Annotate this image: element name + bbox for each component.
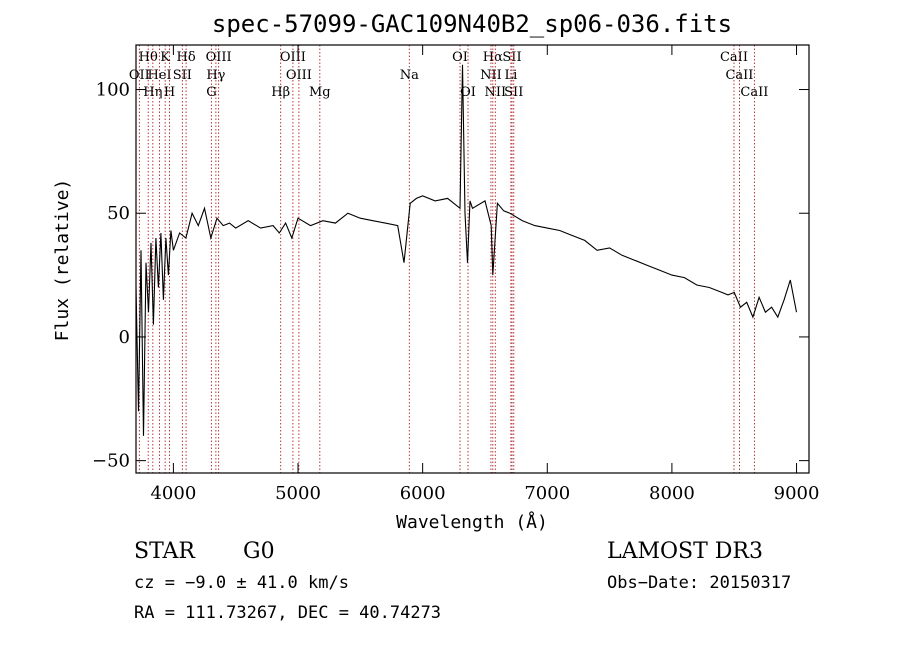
survey-name: LAMOST DR3 [607,539,763,564]
line-label-25: CaII [725,68,753,83]
object-class: STAR [134,539,195,564]
chart-title: spec-57099-GAC109N40B2_sp06-036.fits [212,10,732,38]
line-label-21: Li [504,68,517,83]
line-label-26: CaII [740,85,768,100]
x-tick-label-5: 9000 [774,483,820,504]
line-label-2: Hη [143,85,162,100]
spectrum-series-line [135,64,798,436]
x-axis-ticks: 4000 5000 6000 7000 8000 9000 [150,45,819,504]
line-label-23: SII [504,85,523,100]
y-axis-label: Flux (relative) [52,179,73,342]
line-label-4: HeI [147,68,171,83]
x-tick-label-4: 8000 [649,483,695,504]
x-tick-label-0: 4000 [150,483,196,504]
x-axis-label: Wavelength (Å) [396,511,548,533]
line-label-20: NII [480,68,502,83]
line-label-11: OIII [280,50,306,65]
line-label-7: SII [173,68,192,83]
line-label-16: OI [452,50,468,65]
line-label-17: OI [460,85,476,100]
object-subclass: G0 [243,539,275,564]
line-label-5: H [164,85,175,100]
y-tick-label-3: 100 [96,80,130,101]
line-label-3: K [160,50,170,65]
line-label-13: Hβ [271,85,290,100]
y-tick-label-0: −50 [92,451,130,472]
line-label-0: Hθ [139,50,158,65]
line-label-15: Na [400,68,419,83]
line-label-18: Hα [483,50,503,65]
observation-date: Obs−Date: 20150317 [607,573,792,593]
line-label-8: OIII [206,50,232,65]
line-label-10: G [206,85,216,100]
line-label-9: Hγ [206,68,225,83]
spectral-line-markers: Hθ OII Hη K HeI H Hδ SII OIII Hγ G OIII OIII Hβ Mg Na OI… [129,45,768,473]
sky-coordinates: RA = 111.73267, DEC = 40.74273 [134,603,442,623]
x-tick-label-1: 5000 [275,483,321,504]
line-label-12: OIII [286,68,312,83]
line-label-19: SII [502,50,521,65]
redshift-cz: cz = −9.0 ± 41.0 km/s [134,573,349,593]
line-label-22: NII [484,85,506,100]
plot-frame [135,44,810,474]
y-axis-ticks: −50 0 50 100 [92,80,809,472]
x-tick-label-3: 7000 [524,483,570,504]
line-label-24: CaII [720,50,748,65]
y-tick-label-2: 50 [107,203,130,224]
y-tick-label-1: 0 [119,327,130,348]
line-label-14: Mg [309,85,331,100]
line-label-6: Hδ [177,50,196,65]
x-tick-label-2: 6000 [400,483,446,504]
line-label-1: OII [129,68,150,83]
